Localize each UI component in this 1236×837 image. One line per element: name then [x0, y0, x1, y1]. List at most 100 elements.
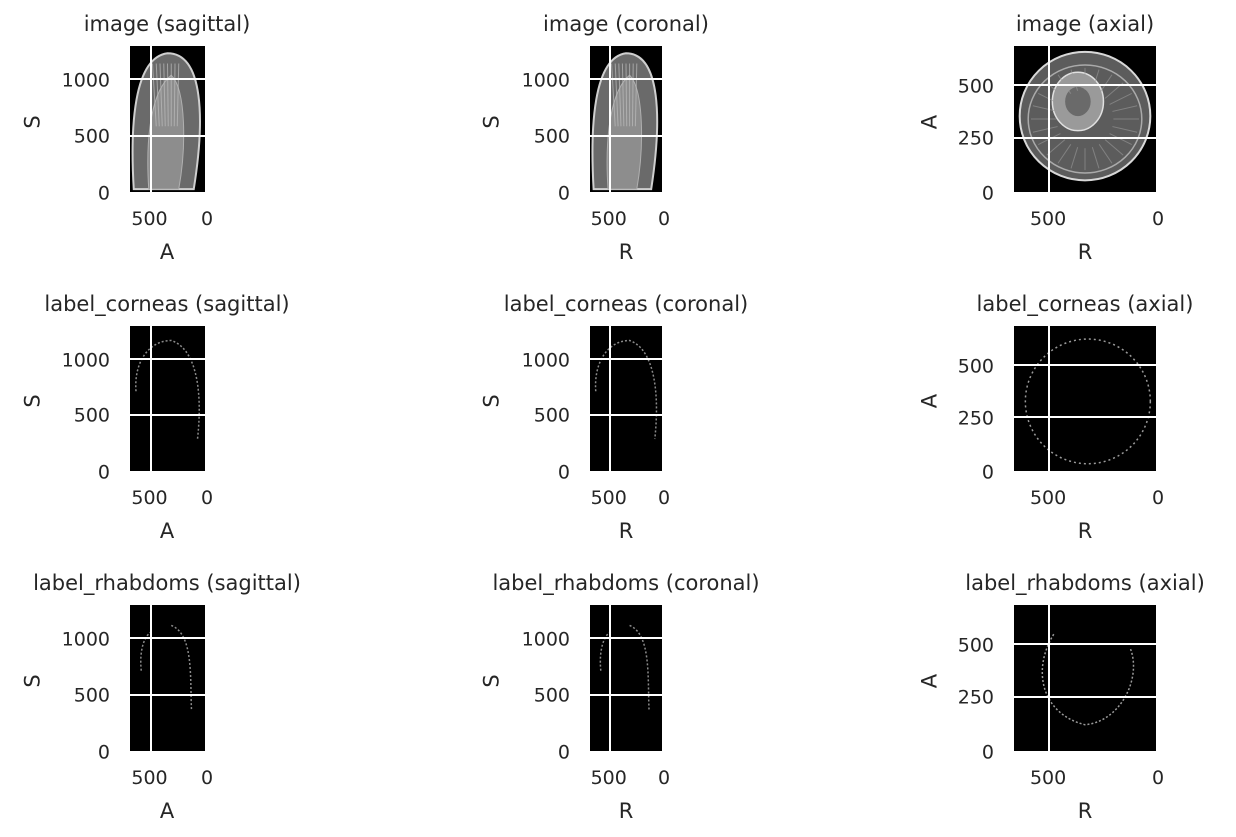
y-tick-label: 0 — [557, 461, 570, 484]
slice-image — [1041, 633, 1135, 726]
y-tick-label: 0 — [981, 741, 994, 764]
slice-image — [1024, 338, 1152, 465]
subplot-title: image (axial) — [1015, 12, 1155, 36]
x-tick-label: 500 — [590, 767, 627, 789]
y-tick-label: 250 — [957, 127, 994, 150]
y-axis-label: A — [917, 394, 942, 409]
y-tick-label: 0 — [97, 461, 110, 484]
x-tick-label: 500 — [131, 767, 168, 789]
x-axis-label: R — [1077, 240, 1093, 264]
crosshair-horizontal — [130, 358, 205, 360]
crosshair-horizontal — [1014, 643, 1156, 645]
crosshair-vertical — [150, 46, 152, 192]
y-tick-label: 500 — [533, 125, 570, 148]
subplot-title: label_rhabdoms (axial) — [965, 571, 1205, 595]
subplot-title: label_corneas (coronal) — [503, 292, 749, 316]
y-axis-label: S — [20, 394, 45, 409]
image-slice-plot — [130, 46, 205, 192]
x-tick-label: 500 — [1029, 208, 1067, 230]
x-tick-label: 0 — [200, 487, 214, 509]
crosshair-vertical — [150, 326, 152, 471]
subplot-title: image (coronal) — [543, 12, 709, 36]
y-tick-label: 500 — [957, 355, 994, 378]
subplot-title: label_rhabdoms (coronal) — [492, 571, 760, 595]
y-axis-label: S — [479, 674, 504, 688]
x-tick-label: 0 — [200, 208, 214, 230]
crosshair-horizontal — [590, 414, 662, 416]
y-tick-label: 0 — [97, 741, 110, 764]
crosshair-horizontal — [130, 694, 205, 696]
y-axis-label: S — [479, 115, 504, 129]
x-axis-label: R — [618, 799, 634, 823]
y-axis-label: S — [20, 674, 45, 688]
y-tick-label: 500 — [957, 634, 994, 657]
x-tick-label: 0 — [657, 767, 671, 789]
crosshair-horizontal — [130, 135, 205, 137]
x-axis-label: R — [1077, 519, 1093, 543]
x-tick-label: 500 — [1029, 487, 1067, 509]
x-tick-label: 500 — [131, 487, 168, 509]
y-tick-label: 500 — [73, 684, 110, 707]
subplot-title: label_rhabdoms (sagittal) — [33, 571, 301, 595]
slice-image — [135, 339, 200, 440]
image-slice-plot — [1014, 46, 1156, 192]
crosshair-horizontal — [130, 637, 205, 639]
y-tick-label: 0 — [981, 182, 994, 205]
image-slice-plot — [590, 326, 662, 471]
slice-image — [594, 339, 658, 440]
slice-image — [140, 624, 193, 711]
y-tick-label: 1000 — [61, 69, 110, 92]
image-slice-plot — [590, 46, 662, 192]
image-slice-plot — [1014, 605, 1156, 751]
crosshair-horizontal — [590, 358, 662, 360]
x-tick-label: 500 — [1029, 767, 1067, 789]
x-axis-label: R — [618, 240, 634, 264]
y-tick-label: 500 — [533, 684, 570, 707]
crosshair-horizontal — [1014, 137, 1156, 139]
y-axis-label: A — [917, 673, 942, 689]
crosshair-horizontal — [1014, 84, 1156, 86]
x-tick-label: 500 — [131, 208, 168, 230]
crosshair-vertical — [609, 46, 611, 192]
x-axis-label: A — [159, 519, 175, 543]
y-tick-label: 500 — [533, 404, 570, 427]
y-tick-label: 1000 — [61, 628, 110, 651]
x-tick-label: 500 — [590, 208, 627, 230]
y-tick-label: 1000 — [521, 349, 570, 372]
crosshair-vertical — [609, 326, 611, 471]
y-tick-label: 500 — [73, 125, 110, 148]
crosshair-horizontal — [1014, 364, 1156, 366]
image-slice-plot — [130, 605, 205, 751]
crosshair-vertical — [150, 605, 152, 751]
y-tick-label: 1000 — [521, 69, 570, 92]
crosshair-horizontal — [130, 78, 205, 80]
y-tick-label: 0 — [557, 182, 570, 205]
crosshair-horizontal — [590, 637, 662, 639]
x-axis-label: R — [1077, 799, 1093, 823]
x-tick-label: 0 — [200, 767, 214, 789]
x-axis-label: A — [159, 240, 175, 264]
y-tick-label: 0 — [557, 741, 570, 764]
crosshair-horizontal — [590, 135, 662, 137]
image-slice-plot — [590, 605, 662, 751]
slice-image — [591, 52, 659, 191]
y-tick-label: 500 — [957, 75, 994, 98]
x-axis-label: A — [159, 799, 175, 823]
slice-image — [1018, 50, 1152, 182]
y-tick-label: 250 — [957, 686, 994, 709]
crosshair-vertical — [1048, 326, 1050, 471]
crosshair-horizontal — [1014, 416, 1156, 418]
x-tick-label: 0 — [1151, 487, 1165, 509]
subplot-title: label_corneas (axial) — [976, 292, 1194, 316]
x-tick-label: 0 — [657, 487, 671, 509]
slice-image — [131, 52, 201, 191]
y-tick-label: 1000 — [61, 349, 110, 372]
y-tick-label: 1000 — [521, 628, 570, 651]
x-tick-label: 500 — [590, 487, 627, 509]
slice-image — [599, 624, 650, 711]
y-tick-label: 500 — [73, 404, 110, 427]
crosshair-vertical — [1048, 605, 1050, 751]
y-axis-label: S — [479, 394, 504, 409]
y-tick-label: 0 — [97, 182, 110, 205]
y-axis-label: A — [917, 114, 942, 130]
